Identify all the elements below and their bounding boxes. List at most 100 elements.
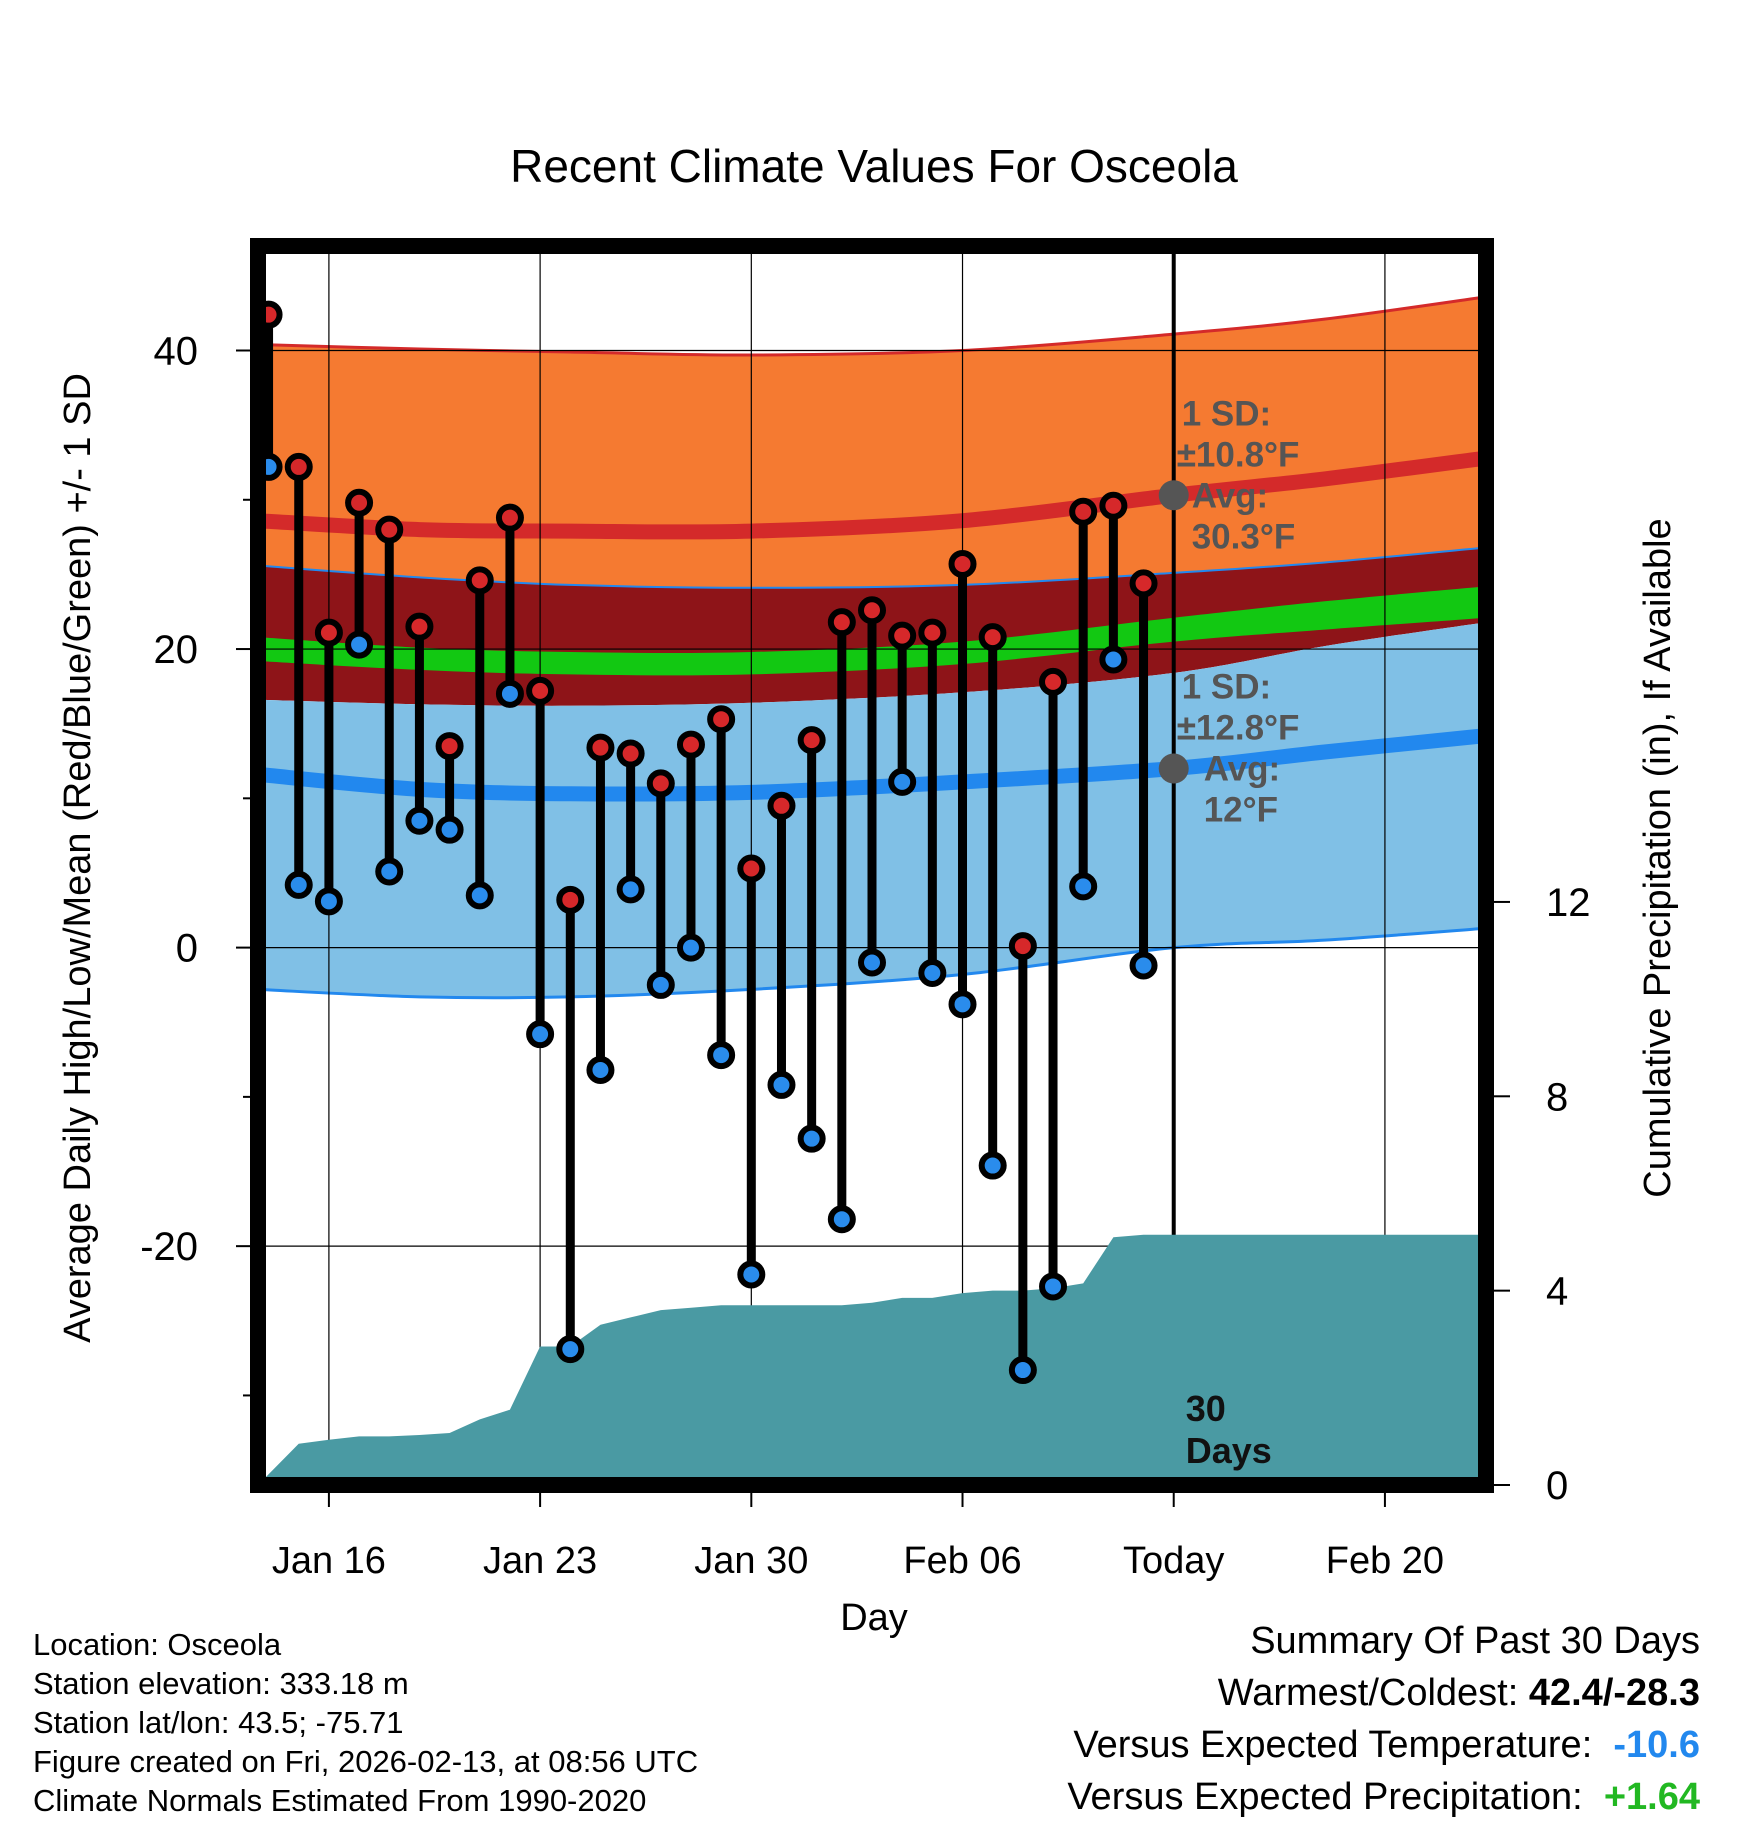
daily-high-point (1039, 667, 1068, 696)
daily-low-point (465, 881, 494, 910)
daily-low-point (345, 630, 374, 659)
daily-low-point (737, 1260, 766, 1289)
low-sd-label: 1 SD: (1182, 667, 1271, 706)
summary-title: Summary Of Past 30 Days (1250, 1620, 1700, 1662)
daily-low-point (405, 806, 434, 835)
high-avg-marker (1158, 480, 1189, 511)
daily-low-point (495, 679, 524, 708)
daily-low-point (1039, 1272, 1068, 1301)
daily-low-point (797, 1124, 826, 1153)
daily-high-point (375, 515, 404, 544)
daily-high-point (1008, 932, 1037, 961)
daily-high-point (345, 488, 374, 517)
summary-warmest: Warmest/Coldest: 42.4/-28.3 (1217, 1672, 1700, 1714)
y2-tick-label: 8 (1546, 1075, 1568, 1119)
daily-high-point (797, 726, 826, 755)
high-minus-sd-line (258, 546, 1486, 589)
high-sd-value: ±10.8°F (1177, 435, 1300, 474)
daily-low-point (375, 857, 404, 886)
x-tick-label: Feb 06 (903, 1540, 1021, 1582)
x-tick-label: Jan 23 (483, 1540, 597, 1582)
info-normals: Climate Normals Estimated From 1990-2020 (33, 1783, 647, 1818)
mean-band (258, 586, 1486, 676)
daily-high-point (586, 733, 615, 762)
daily-low-point (676, 933, 705, 962)
daily-low-point (556, 1335, 585, 1364)
daily-high-point (707, 705, 736, 734)
info-elevation: Station elevation: 333.18 m (33, 1666, 409, 1701)
low-avg-marker (1158, 753, 1189, 784)
high-sd-label: 1 SD: (1182, 394, 1271, 433)
daily-low-point (1099, 645, 1128, 674)
y-tick-label: 40 (154, 329, 199, 373)
summary-warmest-value: 42.4/-28.3 (1528, 1672, 1700, 1714)
x-tick-label: Jan 16 (272, 1540, 386, 1582)
daily-low-point (767, 1070, 796, 1099)
daily-low-point (888, 767, 917, 796)
daily-high-point (676, 730, 705, 759)
daily-high-point (556, 885, 585, 914)
daily-high-point (1099, 491, 1128, 520)
daily-low-point (526, 1020, 555, 1049)
x-tick-label: Jan 30 (694, 1540, 808, 1582)
daily-low-point (827, 1205, 856, 1234)
y-tick-label: 20 (154, 628, 199, 672)
y-axis-label: Average Daily High/Low/Mean (Red/Blue/Gr… (57, 373, 99, 1343)
high-avg-label: Avg: (1192, 476, 1268, 515)
y2-tick-label: 12 (1546, 881, 1591, 925)
normal-high-line (258, 450, 1486, 540)
daily-values (254, 300, 1158, 1385)
y2-tick-label: 4 (1546, 1270, 1568, 1314)
daily-high-point (1069, 497, 1098, 526)
y2-axis-label: Cumulative Precipitation (in), If Availa… (1637, 518, 1679, 1197)
x-tick-label: Today (1123, 1540, 1224, 1582)
low-sd-value: ±12.8°F (1177, 708, 1300, 747)
precipitation-area (258, 1234, 1486, 1485)
summary-precip-value: +1.64 (1603, 1776, 1700, 1818)
precip-cumulative-area (258, 1234, 1486, 1485)
daily-low-point (314, 887, 343, 916)
daily-high-point (767, 791, 796, 820)
daily-high-point (1129, 569, 1158, 598)
y2-tick-label: 0 (1546, 1464, 1568, 1508)
summary-temp: Versus Expected Temperature: -10.6 (1073, 1724, 1700, 1766)
daily-high-point (495, 503, 524, 532)
daily-low-point (1129, 951, 1158, 980)
daily-high-point (827, 608, 856, 637)
daily-low-point (646, 970, 675, 999)
info-latlon: Station lat/lon: 43.5; -75.71 (33, 1705, 404, 1740)
daily-high-point (888, 621, 917, 650)
x-axis-label: Day (840, 1597, 908, 1639)
low-minus-sd-line (258, 926, 1486, 1000)
high-avg-value: 30.3°F (1192, 517, 1296, 556)
today-days-label: 30 (1186, 1388, 1226, 1429)
high-plus-sd-line (258, 295, 1486, 357)
daily-low-point (284, 870, 313, 899)
info-location: Location: Osceola (33, 1627, 282, 1662)
daily-low-point (707, 1041, 736, 1070)
daily-high-point (918, 618, 947, 647)
average-markers (1158, 480, 1189, 784)
daily-low-point (978, 1151, 1007, 1180)
daily-low-point (948, 990, 977, 1019)
daily-high-point (978, 623, 1007, 652)
daily-high-point (858, 596, 886, 625)
y-tick-label: 0 (176, 927, 198, 971)
daily-high-point (948, 549, 977, 578)
x-tick-label: Feb 20 (1326, 1540, 1444, 1582)
daily-high-point (405, 612, 434, 641)
axes: Jan 16 Jan 23 Jan 30 Feb 06 Today Feb 20 -20 0 2… (140, 329, 1590, 1582)
today-days-label: Days (1186, 1430, 1272, 1471)
daily-low-point (1069, 872, 1098, 901)
daily-high-point (435, 732, 464, 761)
daily-high-point (737, 854, 766, 883)
daily-high-point (465, 566, 494, 595)
y-tick-label: -20 (140, 1225, 198, 1269)
daily-low-point (586, 1056, 615, 1085)
daily-low-point (616, 875, 645, 904)
chart-title: Recent Climate Values For Osceola (510, 140, 1238, 192)
daily-high-point (526, 676, 555, 705)
daily-high-point (646, 769, 675, 798)
